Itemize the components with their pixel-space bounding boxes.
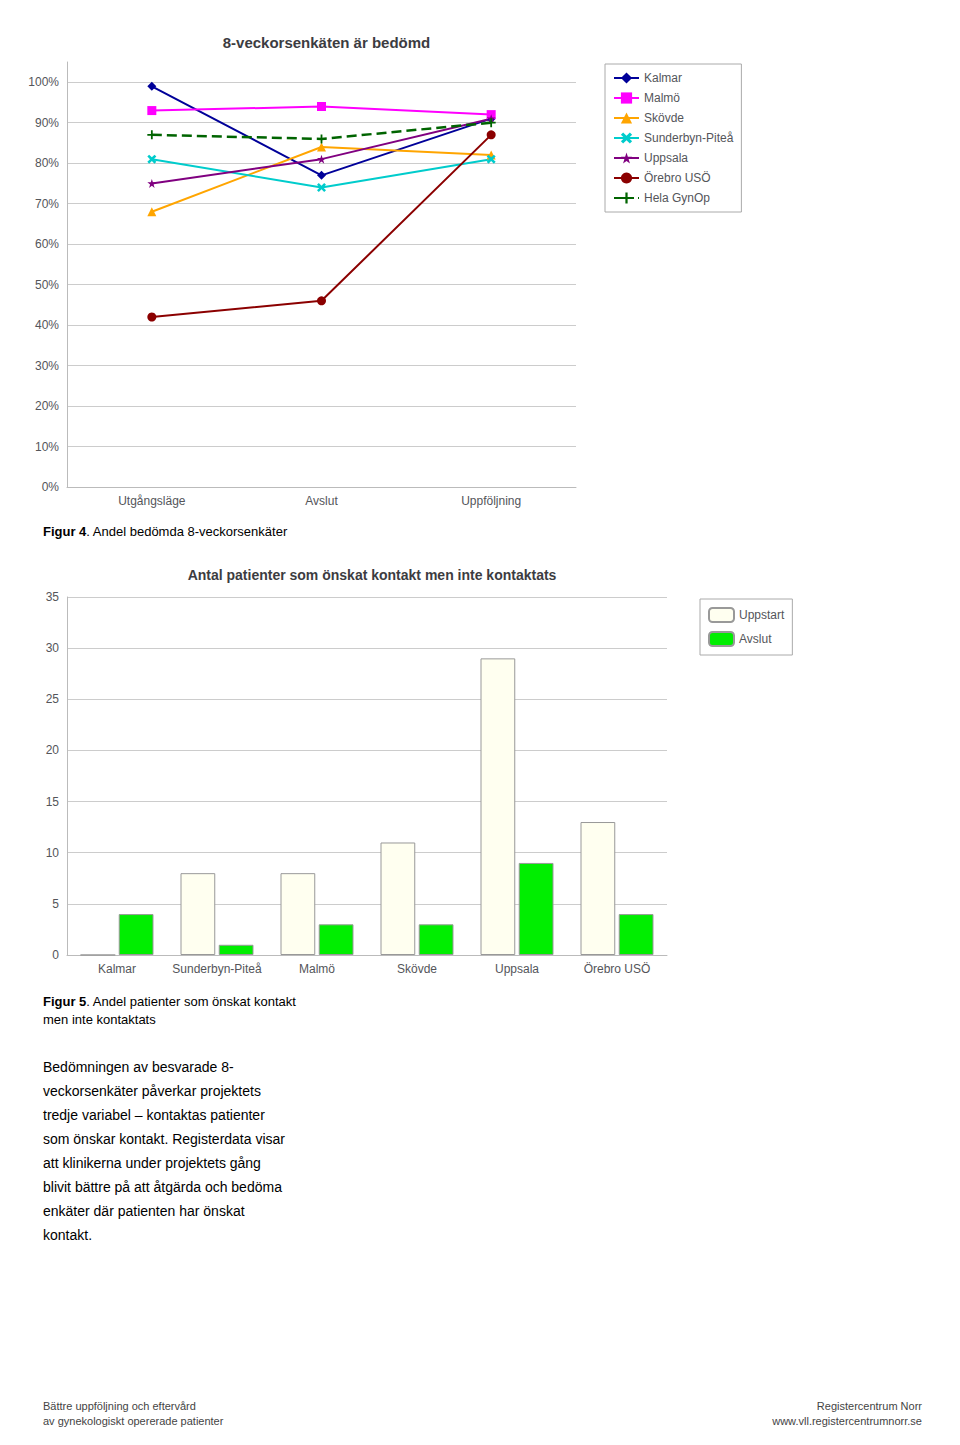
svg-text:0: 0 [52, 948, 59, 962]
svg-text:Uppföljning: Uppföljning [461, 494, 521, 508]
svg-text:30: 30 [46, 641, 60, 655]
svg-text:80%: 80% [35, 156, 59, 170]
svg-text:20%: 20% [35, 399, 59, 413]
svg-text:kontakt.: kontakt. [43, 1227, 92, 1243]
svg-text:Avslut: Avslut [305, 494, 338, 508]
svg-text:av gynekologiskt opererade pat: av gynekologiskt opererade patienter [43, 1415, 224, 1427]
svg-text:Skövde: Skövde [644, 111, 684, 125]
svg-text:att klinikerna under projektet: att klinikerna under projektets gång [43, 1155, 261, 1171]
svg-text:5: 5 [52, 897, 59, 911]
svg-text:veckorsenkäter påverkar projek: veckorsenkäter påverkar projektets [43, 1083, 261, 1099]
svg-text:Sunderbyn-Piteå: Sunderbyn-Piteå [644, 131, 734, 145]
svg-text:. Andel bedömda 8-veckorsenkät: . Andel bedömda 8-veckorsenkäter [86, 524, 288, 539]
svg-text:Bättre uppföljning och eftervå: Bättre uppföljning och eftervård [43, 1400, 196, 1412]
svg-text:Örebro USÖ: Örebro USÖ [584, 962, 651, 976]
svg-text:Figur 4: Figur 4 [43, 524, 87, 539]
svg-text:35: 35 [46, 590, 60, 604]
svg-text:100%: 100% [28, 75, 59, 89]
svg-text:Uppsala: Uppsala [644, 151, 688, 165]
svg-text:8-veckorsenkäten är bedömd: 8-veckorsenkäten är bedömd [223, 34, 431, 51]
svg-text:25: 25 [46, 692, 60, 706]
svg-text:Hela GynOp: Hela GynOp [644, 191, 710, 205]
svg-text:Figur 5: Figur 5 [43, 994, 86, 1009]
svg-text:15: 15 [46, 795, 60, 809]
svg-text:tredje variabel – kontaktas pa: tredje variabel – kontaktas patienter [43, 1107, 265, 1123]
svg-text:Skövde: Skövde [397, 962, 437, 976]
svg-text:0%: 0% [42, 480, 60, 494]
svg-text:Registercentrum Norr: Registercentrum Norr [817, 1400, 922, 1412]
svg-text:men inte kontaktats: men inte kontaktats [43, 1012, 156, 1027]
svg-text:30%: 30% [35, 359, 59, 373]
svg-text:40%: 40% [35, 318, 59, 332]
svg-text:blivit bättre på att åtgärda o: blivit bättre på att åtgärda och bedöma [43, 1179, 282, 1195]
svg-text:70%: 70% [35, 197, 59, 211]
svg-text:Sunderbyn-Piteå: Sunderbyn-Piteå [172, 962, 262, 976]
svg-text:10%: 10% [35, 440, 59, 454]
svg-text:www.vll.registercentrumnorr.se: www.vll.registercentrumnorr.se [771, 1415, 922, 1427]
svg-text:Uppstart: Uppstart [739, 608, 785, 622]
svg-text:60%: 60% [35, 237, 59, 251]
svg-text:som önskar kontakt. Registerda: som önskar kontakt. Registerdata visar [43, 1131, 285, 1147]
svg-text:50%: 50% [35, 278, 59, 292]
svg-text:Malmö: Malmö [299, 962, 335, 976]
svg-text:Kalmar: Kalmar [644, 71, 682, 85]
svg-text:Bedömningen av besvarade 8-: Bedömningen av besvarade 8- [43, 1059, 234, 1075]
svg-text:Kalmar: Kalmar [98, 962, 136, 976]
svg-text:Utgångsläge: Utgångsläge [118, 494, 186, 508]
svg-text:Örebro USÖ: Örebro USÖ [644, 171, 711, 185]
svg-text:10: 10 [46, 846, 60, 860]
svg-text:Malmö: Malmö [644, 91, 680, 105]
svg-text:90%: 90% [35, 116, 59, 130]
svg-text:. Andel patienter som önskat k: . Andel patienter som önskat kontakt [86, 994, 296, 1009]
svg-text:Uppsala: Uppsala [495, 962, 539, 976]
svg-text:enkäter där patienten har önsk: enkäter där patienten har önskat [43, 1203, 245, 1219]
svg-text:Antal patienter som önskat kon: Antal patienter som önskat kontakt men i… [188, 567, 557, 583]
svg-text:20: 20 [46, 743, 60, 757]
svg-text:Avslut: Avslut [739, 632, 772, 646]
